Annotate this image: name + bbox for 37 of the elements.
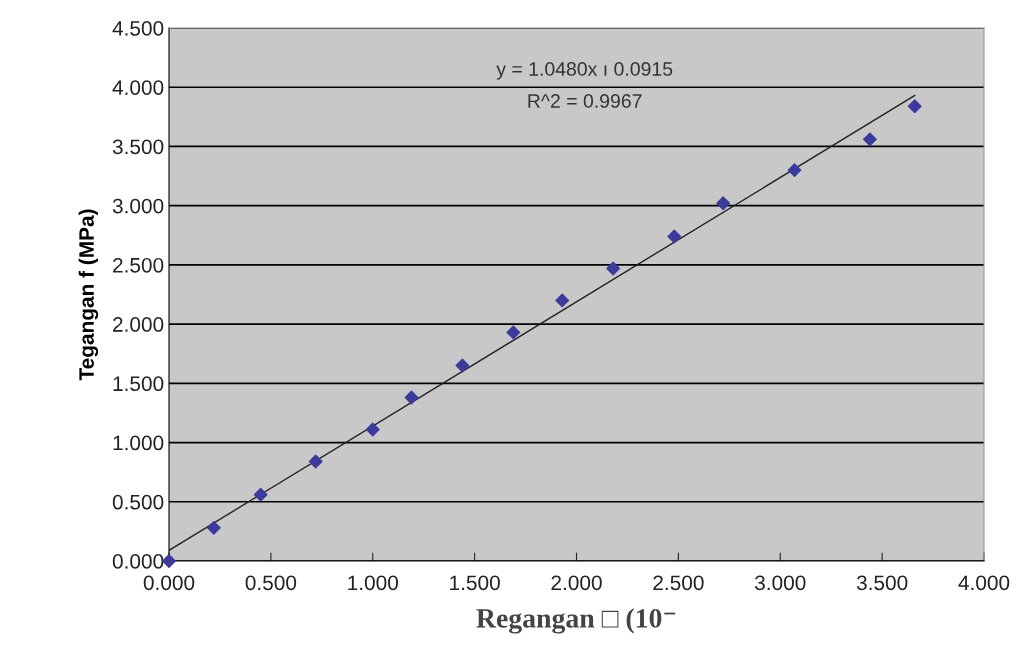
x-axis-title: Regangan □ (10⁻ (476, 608, 676, 634)
y-tick-label: 2.500 (113, 257, 164, 273)
y-axis-title: Tegangan f (MPa) (78, 209, 99, 381)
point (716, 196, 731, 211)
y-tick-label: 1.000 (113, 435, 164, 451)
y-tick-label: 4.500 (112, 21, 164, 36)
y-tick-label: 0.000 (112, 554, 164, 569)
point (787, 163, 802, 178)
annotation: R^2 = 0.9967 (528, 94, 642, 108)
point (365, 422, 380, 437)
point (308, 454, 323, 469)
y-tick-label: 2.000 (113, 317, 164, 332)
y-tick-label: 3.500 (112, 139, 164, 155)
point (606, 261, 621, 276)
x-tick-label: 2.500 (653, 575, 704, 591)
point (253, 487, 268, 502)
y-tick-label: 1.500 (113, 376, 164, 392)
x-tick-label: 2.000 (551, 575, 602, 591)
x-tick-label: 0.000 (143, 575, 195, 591)
x-tick-label: 1.000 (348, 575, 398, 591)
point (455, 358, 470, 373)
point (404, 390, 419, 405)
y-tick-label: 4.000 (112, 80, 164, 95)
x-tick-label: 3.500 (856, 575, 908, 591)
x-tick-label: 1.500 (450, 575, 500, 591)
point (667, 229, 682, 244)
point (907, 99, 922, 114)
x-tick-label: 0.500 (245, 575, 297, 591)
point (862, 132, 877, 147)
point (206, 520, 221, 535)
annotation: y = 1.0480x ı 0.0915 (496, 62, 673, 80)
x-tick-label: 4.000 (958, 575, 1010, 591)
y-tick-label: 0.500 (112, 494, 164, 510)
point (555, 293, 570, 308)
point (506, 325, 521, 340)
y-tick-label: 3.000 (112, 198, 164, 214)
x-tick-label: 3.000 (754, 575, 806, 591)
